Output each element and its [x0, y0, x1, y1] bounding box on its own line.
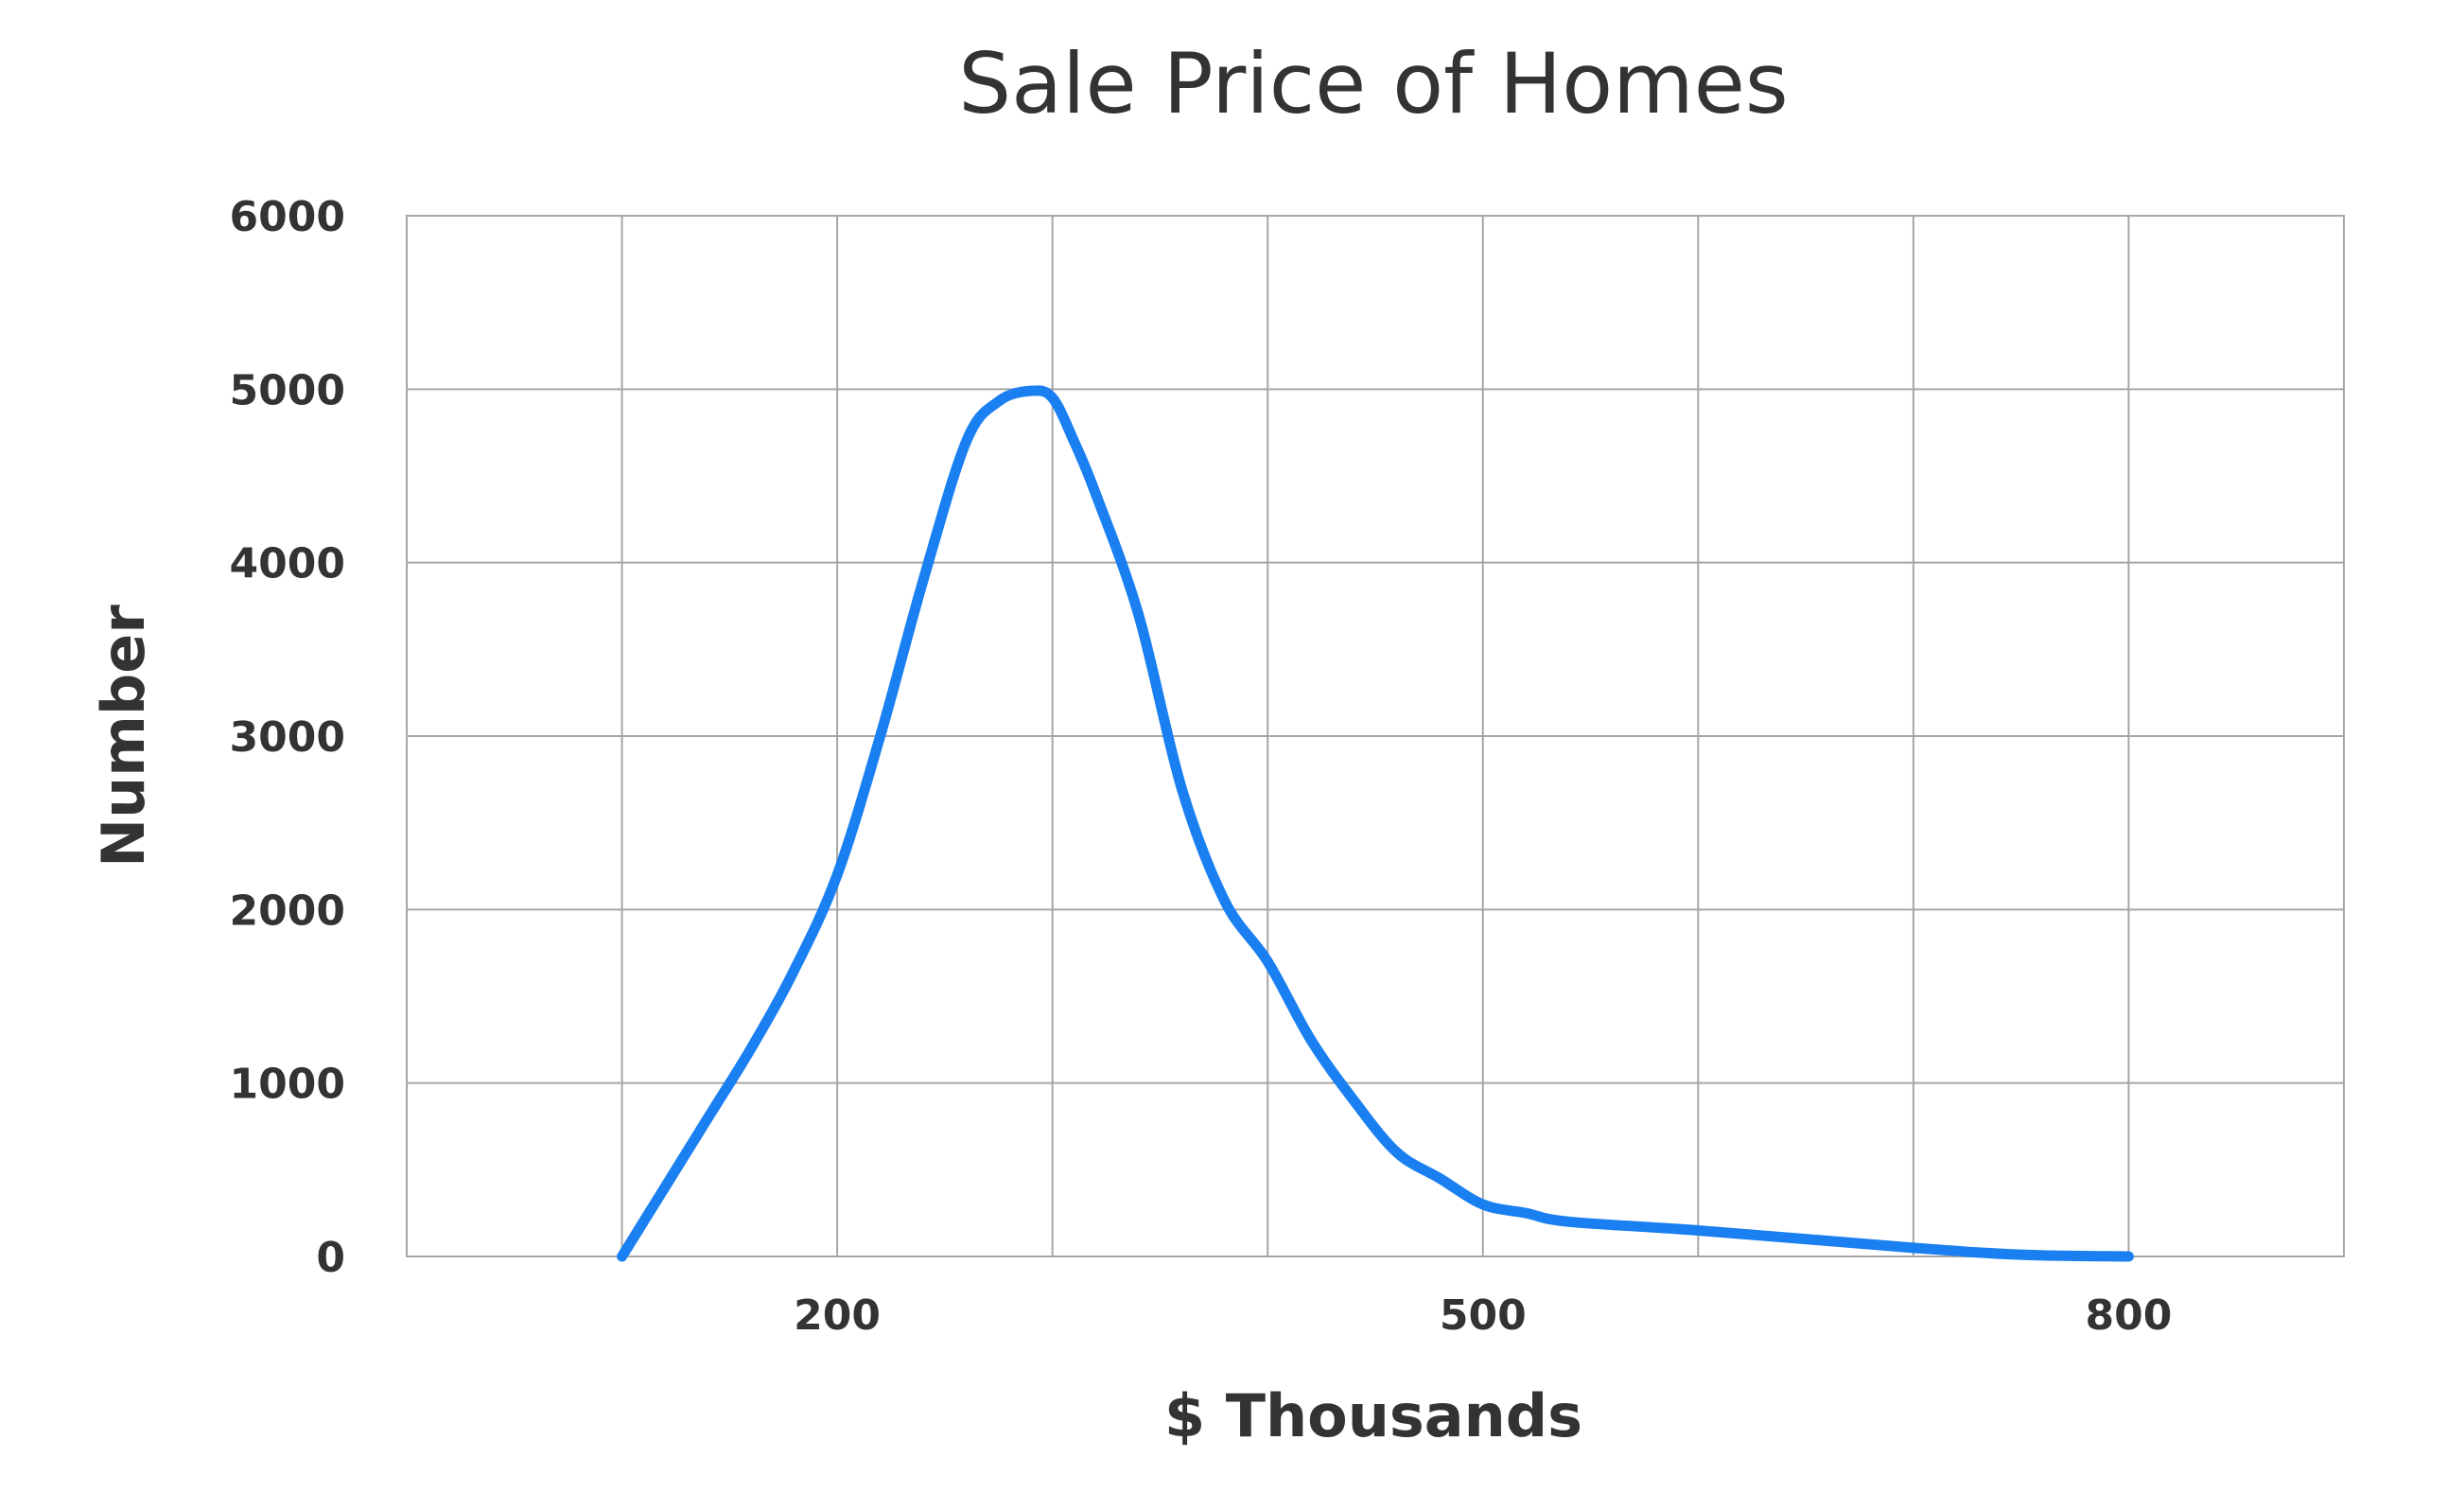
y-tick-label-4000: 4000	[230, 540, 345, 588]
x-tick-label-200: 200	[794, 1291, 881, 1340]
series-layer	[617, 385, 2134, 1262]
series-line-0	[617, 385, 2134, 1262]
y-axis-title: Number	[89, 605, 158, 868]
x-axis-ticks: 200 500 800	[794, 1291, 2172, 1340]
x-axis-title: $ Thousands	[1164, 1381, 1582, 1450]
y-tick-label-2000: 2000	[230, 887, 345, 935]
y-tick-label-3000: 3000	[230, 713, 345, 762]
grid	[407, 216, 2344, 1256]
y-tick-label-1000: 1000	[230, 1061, 345, 1109]
y-tick-label-5000: 5000	[230, 366, 345, 414]
plot-frame	[406, 215, 2345, 1257]
y-tick-label-0: 0	[316, 1234, 345, 1282]
chart-title: Sale Price of Homes	[958, 35, 1789, 132]
x-tick-label-500: 500	[1440, 1291, 1527, 1340]
y-axis-ticks: 0 1000 2000 3000 4000 5000 6000	[230, 193, 345, 1282]
x-tick-label-800: 800	[2086, 1291, 2173, 1340]
y-tick-label-6000: 6000	[230, 193, 345, 241]
